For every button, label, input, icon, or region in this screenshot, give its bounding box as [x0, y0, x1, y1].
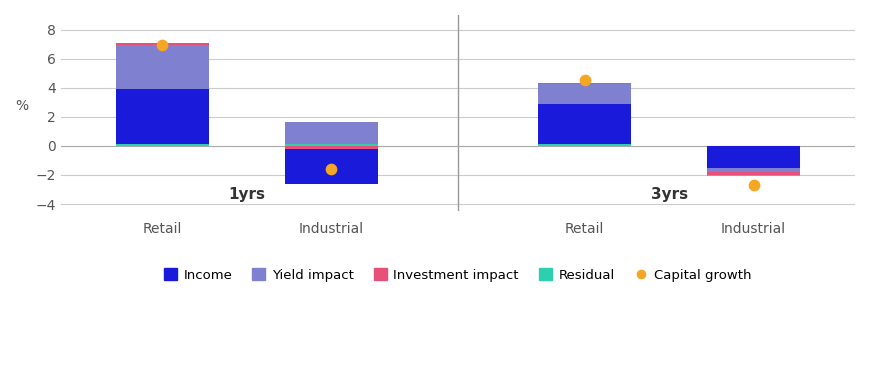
Bar [706, 168, 799, 172]
Bar [706, 146, 799, 168]
Bar [538, 144, 630, 146]
Y-axis label: %: % [15, 99, 28, 113]
Legend: Income, Yield impact, Investment impact, Residual, Capital growth: Income, Yield impact, Investment impact,… [158, 263, 756, 287]
Bar [116, 89, 209, 144]
Point [746, 182, 760, 188]
Bar [284, 122, 377, 144]
Point [577, 77, 591, 83]
Bar [116, 43, 209, 45]
Bar [284, 146, 377, 149]
Bar [538, 83, 630, 84]
Bar [116, 144, 209, 146]
Bar [706, 172, 799, 175]
Bar [284, 149, 377, 184]
Text: 3yrs: 3yrs [650, 187, 687, 202]
Bar [706, 175, 799, 176]
Point [324, 166, 338, 172]
Bar [538, 104, 630, 144]
Text: 1yrs: 1yrs [228, 187, 265, 202]
Bar [538, 84, 630, 104]
Bar [116, 45, 209, 89]
Bar [284, 144, 377, 146]
Point [155, 42, 169, 48]
